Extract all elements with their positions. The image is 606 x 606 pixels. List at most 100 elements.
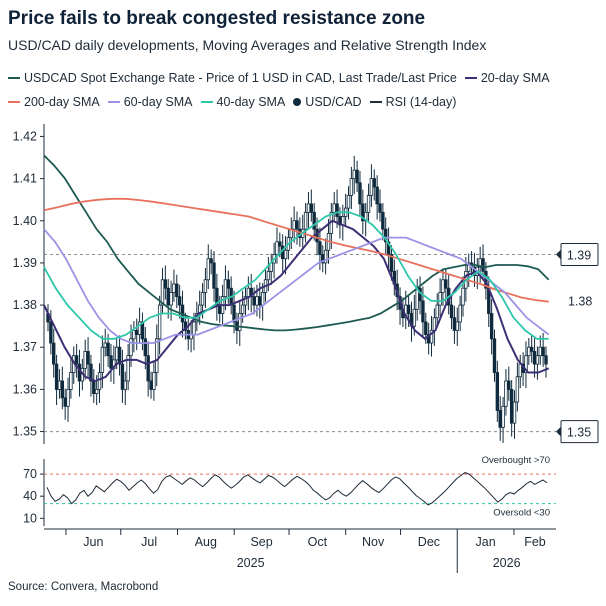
year-label: 2025 <box>237 556 265 570</box>
candle-body <box>74 355 79 365</box>
candle-body <box>146 355 150 382</box>
candle-body <box>386 241 391 255</box>
candle-body <box>92 380 96 395</box>
legend-swatch <box>200 100 213 103</box>
candle-body <box>278 241 282 247</box>
candle-body <box>538 346 542 357</box>
legend-item: RSI (14-day) <box>369 90 457 114</box>
candle-body <box>54 363 59 390</box>
candle-body <box>149 380 153 390</box>
candle-body <box>352 169 356 179</box>
candle-body <box>275 241 279 255</box>
candle-body <box>49 321 53 344</box>
candle-body <box>232 304 236 323</box>
candle-body <box>504 380 508 407</box>
candle-body <box>209 258 213 264</box>
candle-body <box>83 351 87 369</box>
candle-body <box>103 342 107 348</box>
candle-body <box>60 380 65 399</box>
x-tick-label: Jun <box>83 535 103 549</box>
candle-body <box>421 300 425 323</box>
candle-body <box>63 397 67 407</box>
y-tick-label: 1.39 <box>13 256 37 270</box>
candle-body <box>458 304 462 323</box>
candle-body <box>172 283 176 293</box>
candle-body <box>378 203 382 213</box>
candle-body <box>455 321 459 331</box>
rsi-line <box>46 472 548 506</box>
candle-body <box>163 279 168 289</box>
candle-body <box>381 211 385 230</box>
candle-body <box>283 249 288 260</box>
candle-body <box>169 292 173 306</box>
candle-body <box>498 410 502 428</box>
y-tick-label: 1.38 <box>13 298 37 312</box>
candle-body <box>123 380 127 390</box>
candle-body <box>424 321 428 335</box>
candle-body <box>175 283 179 298</box>
candle-body <box>152 372 156 390</box>
candle-body <box>109 355 113 369</box>
candle-body <box>143 338 148 357</box>
candle-body <box>438 292 442 306</box>
x-tick-label: Jan <box>476 535 496 549</box>
candle-body <box>223 279 228 298</box>
candle-body <box>452 317 457 331</box>
series-line <box>43 154 550 332</box>
legend-swatch <box>8 76 20 79</box>
x-tick-label: Jul <box>141 535 157 549</box>
candle-body <box>132 329 136 340</box>
reference-pointer <box>556 249 561 260</box>
candle-body <box>315 228 319 243</box>
candle-body <box>177 296 182 306</box>
candle-body <box>66 389 70 407</box>
candle-body <box>192 321 196 335</box>
candle-body <box>89 363 93 382</box>
chart-legend: USDCAD Spot Exchange Rate - Price of 1 U… <box>8 66 598 114</box>
candle-body <box>524 355 528 373</box>
candle-body <box>535 355 540 365</box>
legend-item: USD/CAD <box>293 90 362 114</box>
candle-body <box>252 296 256 306</box>
candle-body <box>212 262 216 289</box>
candle-body <box>449 304 454 319</box>
candle-body <box>384 228 388 243</box>
candle-body <box>86 351 90 365</box>
legend-item: 60-day SMA <box>107 90 193 114</box>
candle-body <box>444 279 448 289</box>
y-tick-label: 1.41 <box>13 172 37 186</box>
candle-body <box>240 304 245 314</box>
rsi-tick-label: 70 <box>23 467 37 481</box>
rsi-reference-label: Oversold <30 <box>493 508 550 519</box>
candle-body <box>527 346 531 357</box>
candle-body <box>495 372 500 411</box>
legend-label: USDCAD Spot Exchange Rate - Price of 1 U… <box>24 71 457 85</box>
candle-body <box>518 363 522 378</box>
year-label: 2026 <box>493 556 521 570</box>
legend-item: 40-day SMA <box>200 90 285 114</box>
candle-body <box>412 308 417 327</box>
page-title: Price fails to break congested resistanc… <box>8 8 426 29</box>
candle-body <box>226 279 231 289</box>
x-tick-label: Oct <box>308 535 328 549</box>
y-tick-label: 1.36 <box>13 382 37 396</box>
y-tick-label: 1.42 <box>13 129 37 143</box>
candle-body <box>515 376 520 403</box>
candle-body <box>246 287 251 298</box>
candle-body <box>332 203 336 213</box>
legend-label: RSI (14-day) <box>385 95 457 109</box>
candle-body <box>94 389 99 395</box>
series-line <box>43 219 550 382</box>
candle-body <box>57 380 62 390</box>
candle-body <box>435 304 439 319</box>
legend-label: 200-day SMA <box>24 95 100 109</box>
candle-body <box>441 279 445 293</box>
candle-body <box>295 220 299 230</box>
candle-marker-icon <box>293 97 302 106</box>
candle-body <box>69 372 73 390</box>
series-line <box>43 211 549 340</box>
candle-body <box>135 329 139 335</box>
candle-body <box>406 304 411 314</box>
x-tick-label: Dec <box>418 535 440 549</box>
